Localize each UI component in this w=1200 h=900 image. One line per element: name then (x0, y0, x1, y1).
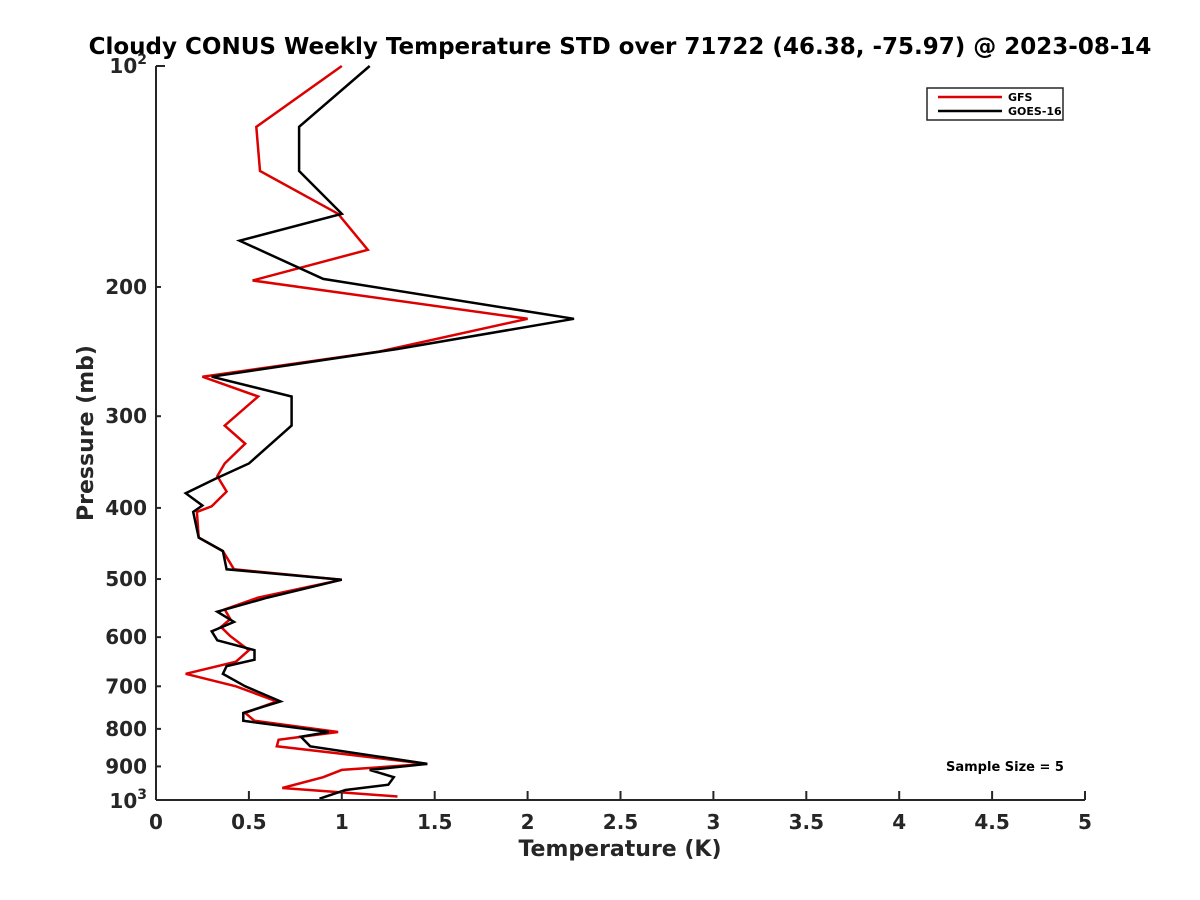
y-axis-label: Pressure (mb) (74, 345, 99, 521)
series-line-gfs (185, 64, 528, 798)
x-tick-label: 5 (1078, 810, 1092, 834)
y-tick-label: 800 (105, 717, 147, 741)
x-axis-label: Temperature (K) (518, 837, 721, 862)
x-tick-label: 4 (892, 810, 906, 834)
x-tick-label: 1.5 (417, 810, 452, 834)
sample-size-annotation: Sample Size = 5 (946, 760, 1064, 775)
x-tick-label: 0.5 (231, 810, 266, 834)
x-tick-label: 2.5 (603, 810, 638, 834)
y-tick-bottom-base: 10 (109, 789, 137, 813)
y-tick-label: 600 (105, 625, 147, 649)
chart-title: Cloudy CONUS Weekly Temperature STD over… (89, 34, 1152, 60)
x-tick-label: 3 (706, 810, 720, 834)
legend-box (926, 87, 1064, 121)
legend-label-gfs: GFS (1008, 91, 1033, 104)
series-line-goes-16 (183, 65, 575, 800)
y-ticks: 200 300 400 500 600 700 800 900 (105, 65, 165, 801)
y-tick-label: 300 (105, 404, 147, 428)
y-tick-label: 500 (105, 567, 147, 591)
y-tick-label: 200 (105, 275, 147, 299)
y-tick-top-base: 10 (109, 54, 137, 78)
y-tick-label-bottom: 103 (109, 787, 147, 813)
y-tick-label-top: 102 (109, 52, 147, 78)
y-tick-bottom-exp: 3 (137, 787, 147, 803)
y-tick-label: 700 (105, 674, 147, 698)
x-tick-label: 3.5 (789, 810, 824, 834)
x-tick-label: 1 (335, 810, 349, 834)
series-layer (183, 64, 575, 800)
y-tick-label: 400 (105, 496, 147, 520)
legend-label-goes16: GOES-16 (1008, 105, 1062, 118)
x-ticks: 0 0.5 1 1.5 2 2.5 3 3.5 4 4.5 5 (149, 791, 1092, 834)
axes-layer (155, 66, 1085, 801)
x-tick-label: 2 (521, 810, 535, 834)
legend: GFS GOES-16 (926, 87, 1064, 121)
x-tick-label: 4.5 (974, 810, 1009, 834)
x-tick-label: 0 (149, 810, 163, 834)
y-tick-label: 900 (105, 754, 147, 778)
y-tick-top-exp: 2 (137, 52, 147, 68)
